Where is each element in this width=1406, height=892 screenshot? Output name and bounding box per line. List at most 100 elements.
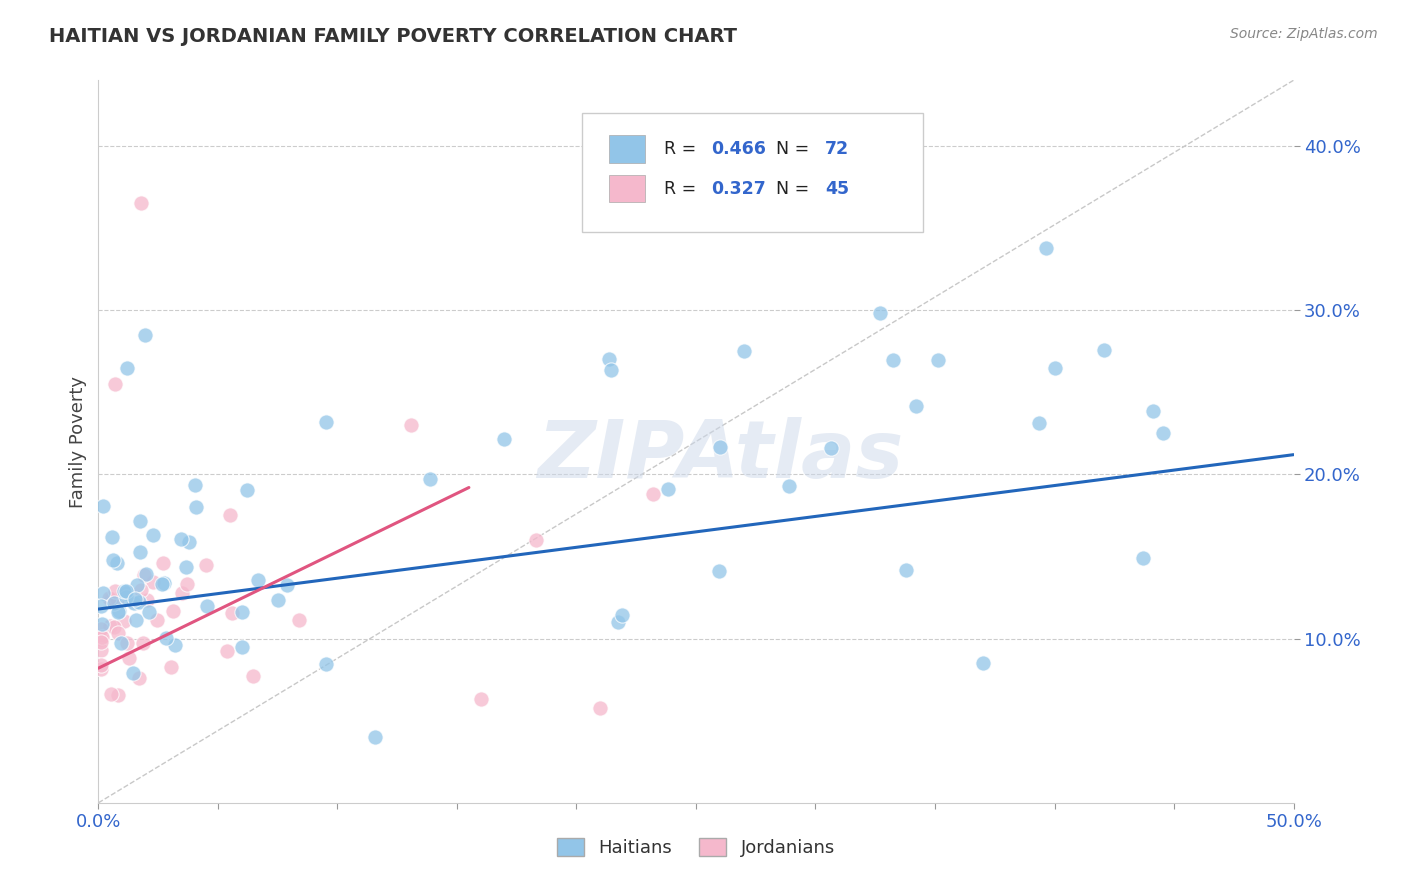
Point xyxy=(98,618,121,632)
Point xyxy=(100,686,122,700)
Point xyxy=(90,630,112,644)
Point xyxy=(91,617,114,632)
Point xyxy=(184,477,207,491)
Point xyxy=(315,415,337,429)
Point xyxy=(221,606,243,620)
Point xyxy=(131,636,153,650)
Point xyxy=(90,634,112,648)
Point xyxy=(90,622,112,636)
Point xyxy=(90,642,112,657)
Text: ZIPAtlas: ZIPAtlas xyxy=(537,417,903,495)
Point xyxy=(90,632,112,646)
Point xyxy=(107,603,129,617)
Text: HAITIAN VS JORDANIAN FAMILY POVERTY CORRELATION CHART: HAITIAN VS JORDANIAN FAMILY POVERTY CORR… xyxy=(49,27,737,45)
Point xyxy=(115,635,138,649)
Point xyxy=(1142,403,1164,417)
FancyBboxPatch shape xyxy=(609,136,644,162)
Point xyxy=(820,442,842,456)
Point xyxy=(162,604,184,618)
Point xyxy=(896,563,918,577)
Point xyxy=(733,344,755,359)
Point xyxy=(1092,343,1115,357)
Text: Source: ZipAtlas.com: Source: ZipAtlas.com xyxy=(1230,27,1378,41)
Point xyxy=(142,574,165,589)
Point xyxy=(134,567,156,582)
Point xyxy=(219,508,242,523)
Text: N =: N = xyxy=(776,179,815,198)
Point xyxy=(122,666,145,681)
Point xyxy=(118,651,141,665)
Point xyxy=(176,576,198,591)
Point xyxy=(114,590,136,604)
Point xyxy=(236,483,259,498)
Point xyxy=(419,472,441,486)
Point xyxy=(598,352,620,367)
Point xyxy=(129,582,152,597)
Legend: Haitians, Jordanians: Haitians, Jordanians xyxy=(548,829,844,866)
Point xyxy=(91,586,114,600)
Point xyxy=(1035,242,1057,256)
Point xyxy=(100,591,122,606)
Point xyxy=(266,593,288,607)
Point xyxy=(882,352,904,367)
Point xyxy=(128,594,150,608)
Point xyxy=(195,599,218,614)
Point xyxy=(90,658,112,673)
Point xyxy=(709,440,731,454)
Point xyxy=(142,528,165,542)
Point xyxy=(242,669,264,683)
Point xyxy=(91,500,114,514)
Text: 45: 45 xyxy=(825,179,849,198)
Point xyxy=(287,614,309,628)
Point xyxy=(107,605,129,619)
Point xyxy=(1132,551,1154,566)
Point xyxy=(153,575,176,590)
Point xyxy=(1152,426,1174,441)
Point xyxy=(107,689,129,703)
Point xyxy=(127,578,149,592)
Text: R =: R = xyxy=(664,179,702,198)
Point xyxy=(927,353,949,368)
Point xyxy=(589,700,612,714)
Point xyxy=(524,533,547,548)
Point xyxy=(101,530,124,544)
Point xyxy=(115,360,138,375)
Point xyxy=(972,657,994,671)
Point xyxy=(112,614,135,628)
Point xyxy=(905,400,928,414)
Point xyxy=(494,432,516,446)
Point xyxy=(105,556,128,570)
Point xyxy=(315,657,337,671)
Point xyxy=(184,500,207,514)
Point xyxy=(128,671,150,685)
Point xyxy=(128,545,150,559)
Point xyxy=(105,592,128,607)
Point xyxy=(103,596,125,610)
Point xyxy=(247,574,270,588)
Point xyxy=(643,486,665,500)
Point xyxy=(657,482,679,496)
Point xyxy=(107,626,129,640)
Point xyxy=(115,586,138,600)
Point xyxy=(152,576,174,591)
Point xyxy=(174,560,197,574)
FancyBboxPatch shape xyxy=(582,112,922,232)
Point xyxy=(399,417,422,432)
Text: 0.466: 0.466 xyxy=(711,140,766,158)
Point xyxy=(125,614,148,628)
Text: R =: R = xyxy=(664,140,702,158)
Point xyxy=(110,635,132,649)
Point xyxy=(152,556,174,570)
Point xyxy=(104,377,127,392)
Point xyxy=(135,567,157,582)
Point xyxy=(364,730,387,744)
FancyBboxPatch shape xyxy=(609,175,644,202)
Point xyxy=(90,599,112,613)
Point xyxy=(124,596,146,610)
Y-axis label: Family Poverty: Family Poverty xyxy=(69,376,87,508)
Point xyxy=(172,586,194,600)
Point xyxy=(599,363,621,377)
Point xyxy=(101,553,124,567)
Point xyxy=(146,614,169,628)
Point xyxy=(134,327,156,342)
